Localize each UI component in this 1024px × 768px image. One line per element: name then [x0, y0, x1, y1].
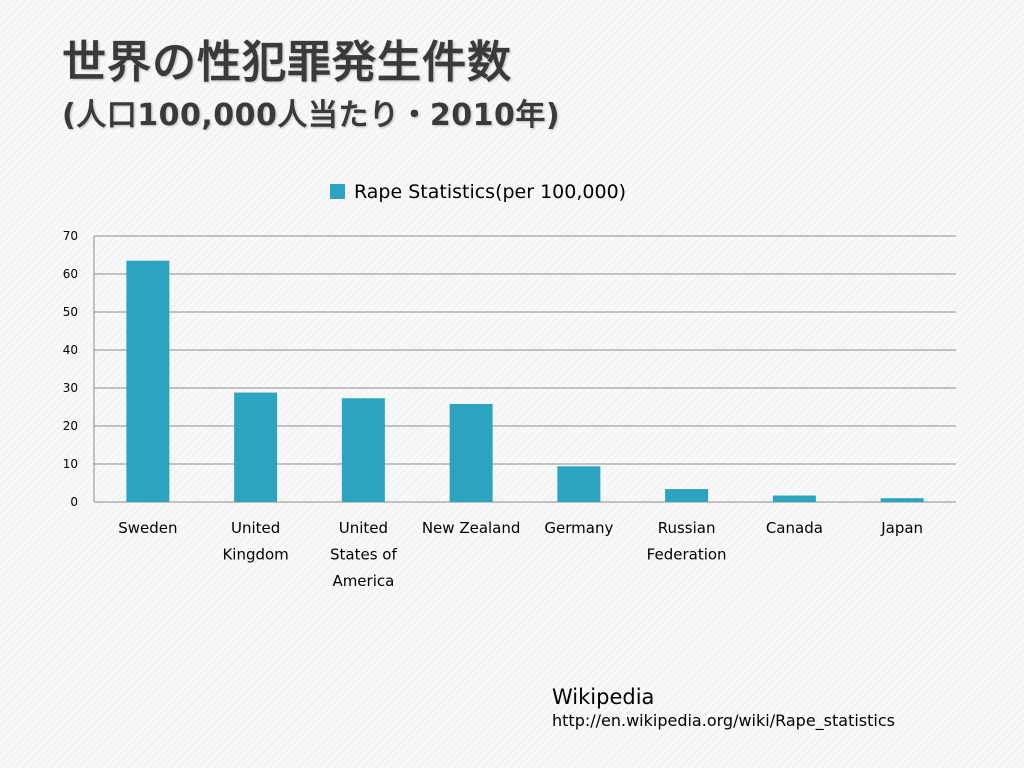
source-citation: Wikipedia http://en.wikipedia.org/wiki/R… [552, 684, 895, 732]
x-tick-label: States of [330, 546, 397, 564]
x-tick-label: Federation [647, 546, 727, 564]
bar [557, 466, 601, 502]
x-tick-label: Sweden [118, 519, 177, 537]
legend-label: Rape Statistics(per 100,000) [354, 181, 626, 203]
y-tick-label: 20 [63, 419, 78, 433]
x-tick-label: New Zealand [422, 519, 521, 537]
x-tick-label: United [231, 519, 280, 537]
title-subtitle: (人口100,000人当たり・2010年) [62, 98, 561, 133]
y-tick-label: 50 [63, 305, 78, 319]
title-main: 世界の性犯罪発生件数 [62, 37, 512, 88]
x-tick-label: Russian [658, 519, 716, 537]
y-tick-label: 60 [63, 267, 78, 281]
x-tick-label: United [339, 519, 388, 537]
source-name: Wikipedia [552, 685, 655, 709]
bar [341, 398, 385, 502]
x-tick-label: America [332, 572, 394, 590]
bar [126, 260, 170, 502]
bar [880, 498, 924, 502]
y-tick-label: 40 [63, 343, 78, 357]
y-tick-label: 10 [63, 457, 78, 471]
y-tick-label: 70 [63, 229, 78, 243]
y-tick-label: 0 [70, 495, 78, 509]
bar [234, 392, 278, 502]
slide-title: 世界の性犯罪発生件数 (人口100,000人当たり・2010年) [62, 32, 560, 138]
x-tick-label: Kingdom [222, 546, 288, 564]
source-url[interactable]: http://en.wikipedia.org/wiki/Rape_statis… [552, 711, 895, 730]
bar [665, 489, 709, 502]
y-tick-label: 30 [63, 381, 78, 395]
bar-chart: Rape Statistics(per 100,000) 0 10 20 30 40 50 6… [63, 181, 956, 590]
bar [449, 403, 493, 502]
x-tick-label: Germany [544, 519, 613, 537]
x-tick-label: Canada [766, 519, 823, 537]
legend-swatch [330, 184, 345, 199]
bar [772, 495, 816, 502]
x-tick-label: Japan [880, 519, 923, 537]
